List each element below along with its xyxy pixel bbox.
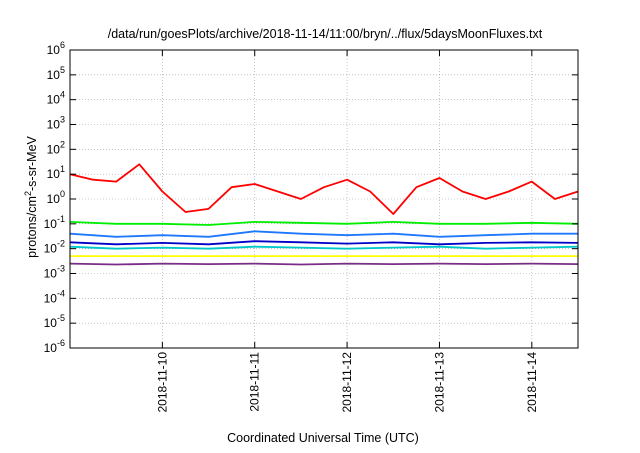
y-tick-label: 10-6: [44, 338, 65, 355]
y-tick-base: 10: [44, 242, 58, 256]
x-tick-label: 2018-11-11: [248, 352, 262, 412]
y-axis-label-base: protons/cm: [25, 196, 39, 258]
x-tick-label: 2018-11-12: [340, 352, 354, 413]
axes: 2018-11-10 2018-11-11 2018-11-12 2018-11-13…: [44, 40, 579, 413]
y-tick-base: 10: [47, 167, 61, 181]
y-tick-exp: 0: [60, 189, 65, 199]
y-tick-exp: 3: [60, 115, 65, 125]
y-tick-label: 10-4: [44, 288, 65, 305]
x-tick-label: 2018-11-13: [432, 352, 446, 413]
y-tick-exp: -6: [57, 338, 65, 348]
y-tick-label: 10-3: [44, 264, 65, 281]
x-axis-label: Coordinated Universal Time (UTC): [227, 431, 419, 445]
y-tick-label: 100: [47, 189, 65, 206]
y-axis-label: protons/cm2-s-sr-MeV: [23, 135, 39, 257]
y-tick-base: 10: [47, 118, 61, 132]
y-tick-label: 103: [47, 115, 65, 132]
y-tick-label: 106: [47, 40, 65, 57]
y-tick-base: 10: [47, 93, 61, 107]
y-tick-label: 101: [47, 164, 65, 181]
grid-lines: [70, 49, 578, 349]
y-tick-exp: 1: [60, 164, 65, 174]
x-tick-label: 2018-11-10: [155, 352, 169, 413]
y-axis-label-rest: -s-sr-MeV: [25, 135, 39, 191]
y-tick-base: 10: [44, 217, 58, 231]
series-line-1: [69, 221, 579, 226]
y-tick-exp: 6: [60, 40, 65, 50]
y-tick-exp: 5: [60, 65, 65, 75]
chart-title: /data/run/goesPlots/archive/2018-11-14/1…: [108, 27, 543, 41]
y-tick-exp: -3: [57, 264, 65, 274]
y-tick-base: 10: [47, 142, 61, 156]
y-tick-base: 10: [44, 267, 58, 281]
y-tick-exp: 2: [60, 139, 65, 149]
x-tick-label: 2018-11-14: [525, 352, 539, 413]
y-tick-base: 10: [44, 291, 58, 305]
y-tick-base: 10: [47, 192, 61, 206]
y-tick-label: 102: [47, 139, 65, 156]
y-tick-base: 10: [47, 43, 61, 57]
series-line-2: [69, 245, 579, 250]
y-tick-exp: 4: [60, 90, 65, 100]
y-tick-exp: -5: [57, 313, 65, 323]
series-lines: [69, 163, 579, 266]
series-line-6: [69, 262, 579, 266]
y-tick-exp: -4: [57, 288, 65, 298]
y-tick-label: 10-2: [44, 239, 65, 256]
y-tick-exp: -2: [57, 239, 65, 249]
y-tick-base: 10: [47, 68, 61, 82]
series-line-0: [69, 163, 579, 215]
y-axis-label-sup: 2: [23, 191, 33, 196]
y-tick-label: 10-1: [44, 214, 65, 231]
y-tick-base: 10: [44, 341, 58, 355]
y-tick-label: 10-5: [44, 313, 65, 330]
y-tick-label: 104: [47, 90, 65, 107]
y-tick-exp: -1: [57, 214, 65, 224]
plot-frame: [69, 49, 579, 349]
series-line-4: [69, 240, 579, 246]
y-tick-label: 105: [47, 65, 65, 82]
series-line-3: [69, 230, 578, 238]
y-tick-base: 10: [44, 316, 58, 330]
